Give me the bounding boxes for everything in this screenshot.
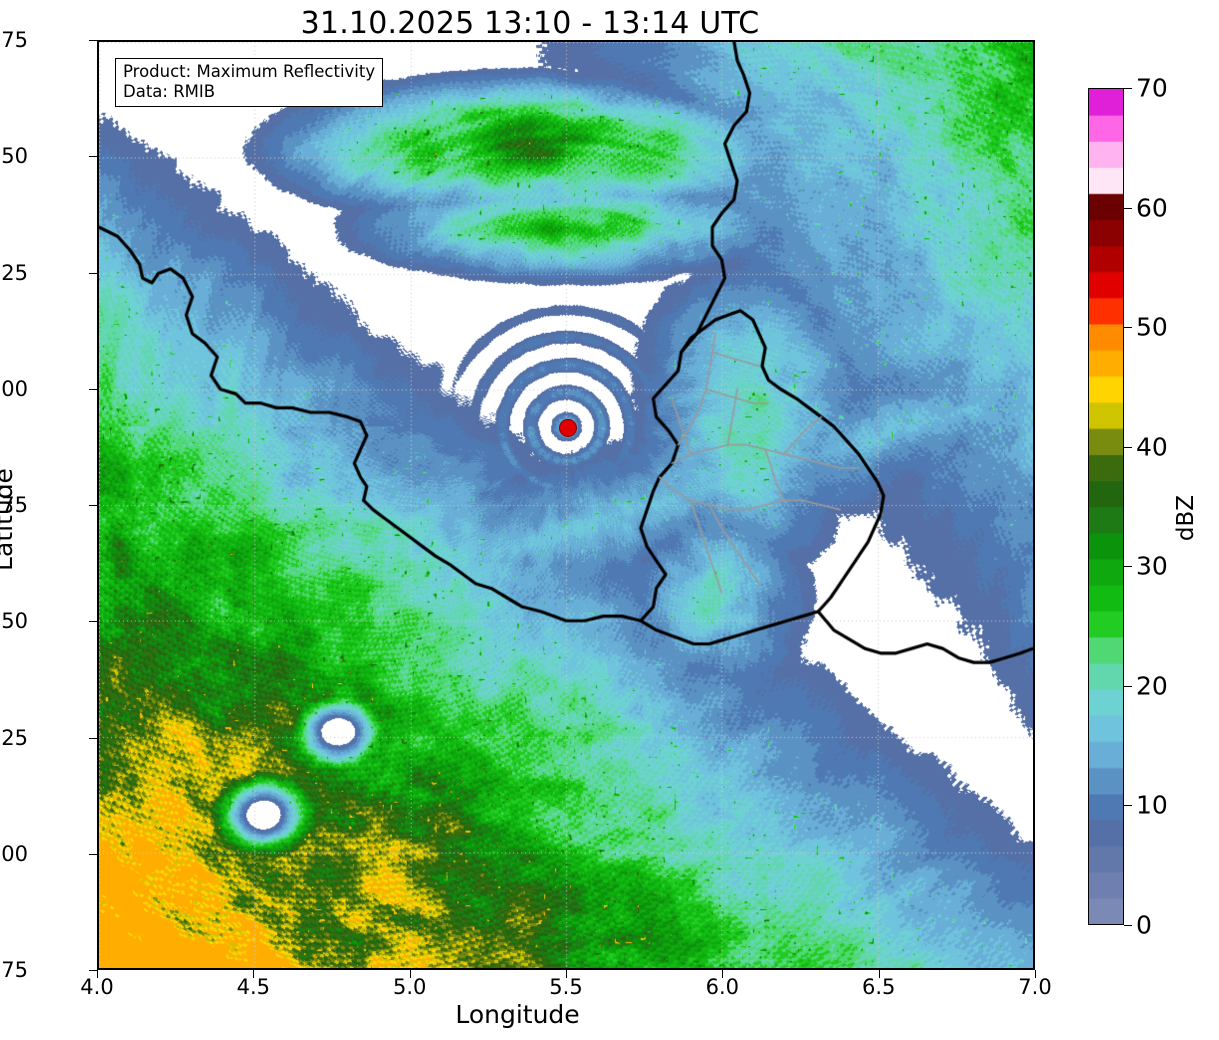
y-axis-tick (89, 156, 97, 158)
colorbar-tick (1124, 88, 1132, 89)
y-axis-tick (89, 621, 97, 623)
x-axis-tick (722, 970, 724, 978)
y-axis-tick (89, 388, 97, 390)
colorbar-tick-label: 0 (1136, 910, 1152, 940)
colorbar (1088, 88, 1124, 925)
x-axis-tick (566, 970, 567, 978)
y-axis-tick (89, 272, 97, 274)
colorbar-tick (1124, 685, 1132, 687)
y-axis-tick (89, 853, 97, 855)
page-title: 31.10.2025 13:10 - 13:14 UTC (300, 6, 760, 41)
colorbar-tick-label: 10 (1136, 790, 1168, 820)
x-axis-tick-label: 6.0 (705, 975, 740, 999)
x-axis-tick-label: 4.5 (236, 975, 271, 999)
colorbar-tick-label: 20 (1136, 671, 1168, 701)
radar-site-marker (559, 418, 577, 437)
info-product-line: Product: Maximum Reflectivity (123, 62, 376, 81)
colorbar-tick (1124, 925, 1132, 926)
colorbar-tick (1124, 327, 1132, 329)
colorbar-tick-label: 70 (1136, 73, 1168, 103)
y-axis-tick (89, 737, 97, 739)
info-data-line: Data: RMIB (123, 82, 216, 101)
x-axis-tick (97, 970, 98, 978)
x-axis-tick-label: 5.5 (549, 975, 583, 999)
y-axis-title: Latitude (0, 468, 18, 571)
colorbar-tick (1124, 446, 1132, 448)
x-axis-tick (253, 970, 255, 978)
y-axis-tick (89, 40, 97, 41)
colorbar-tick-label: 50 (1136, 312, 1168, 342)
y-axis-tick (89, 970, 97, 971)
y-axis-tick-label: 49.00 (0, 841, 28, 866)
y-axis-tick-label: 49.75 (0, 493, 28, 517)
y-axis-tick-label: 48.75 (0, 958, 28, 982)
colorbar-tick-label: 30 (1136, 551, 1168, 581)
x-axis-tick-label: 7.0 (1018, 975, 1052, 999)
x-axis-tick-label: 6.5 (861, 975, 896, 999)
colorbar-tick-label: 40 (1136, 432, 1168, 462)
x-axis-tick-label: 5.0 (392, 975, 427, 999)
colorbar-tick (1124, 566, 1132, 568)
x-axis-tick (1035, 970, 1036, 978)
x-axis-tick (878, 970, 880, 978)
y-axis-tick-label: 49.25 (0, 725, 28, 750)
x-axis-title: Longitude (455, 1000, 580, 1029)
colorbar-title: dBZ (1173, 494, 1200, 542)
radar-plot-area: Product: Maximum Reflectivity Data: RMIB (97, 40, 1035, 970)
y-axis-tick-label: 50.75 (0, 28, 28, 52)
colorbar-tick-label: 60 (1136, 193, 1168, 223)
product-info-box: Product: Maximum Reflectivity Data: RMIB (115, 58, 384, 107)
y-axis-tick-label: 50.50 (0, 144, 28, 169)
y-axis-tick (89, 505, 97, 506)
y-axis-tick-label: 50.00 (0, 376, 28, 401)
colorbar-tick (1124, 207, 1132, 209)
x-axis-tick (409, 970, 411, 978)
y-axis-tick-label: 49.50 (0, 609, 28, 634)
colorbar-tick (1124, 805, 1132, 807)
map-borders (99, 42, 1033, 968)
x-axis-tick-label: 4.0 (80, 975, 114, 999)
y-axis-tick-label: 50.25 (0, 260, 28, 285)
colorbar-gradient (1089, 89, 1123, 924)
